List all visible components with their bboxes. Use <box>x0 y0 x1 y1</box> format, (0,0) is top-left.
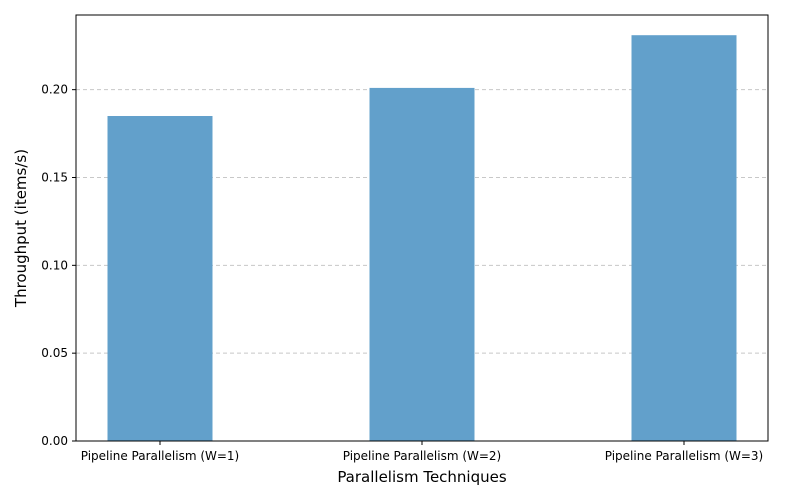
x-axis-label: Parallelism Techniques <box>337 468 507 486</box>
y-tick-label: 0.15 <box>41 170 68 184</box>
bar <box>107 116 213 441</box>
x-tick-label: Pipeline Parallelism (W=2) <box>343 449 502 463</box>
y-tick-label: 0.20 <box>41 83 68 97</box>
bars <box>107 35 737 442</box>
x-tick-label: Pipeline Parallelism (W=1) <box>81 449 240 463</box>
y-tick-label: 0.10 <box>41 258 68 272</box>
bar <box>369 87 475 442</box>
x-tick-label: Pipeline Parallelism (W=3) <box>605 449 764 463</box>
y-axis-label: Throughput (items/s) <box>12 149 30 308</box>
y-tick-label: 0.05 <box>41 346 68 360</box>
y-tick-label: 0.00 <box>41 434 68 448</box>
x-axis-ticks: Pipeline Parallelism (W=1) Pipeline Paral… <box>81 441 764 463</box>
y-axis-ticks: 0.00 0.05 0.10 0.15 0.20 <box>41 83 76 448</box>
bar <box>631 35 737 442</box>
